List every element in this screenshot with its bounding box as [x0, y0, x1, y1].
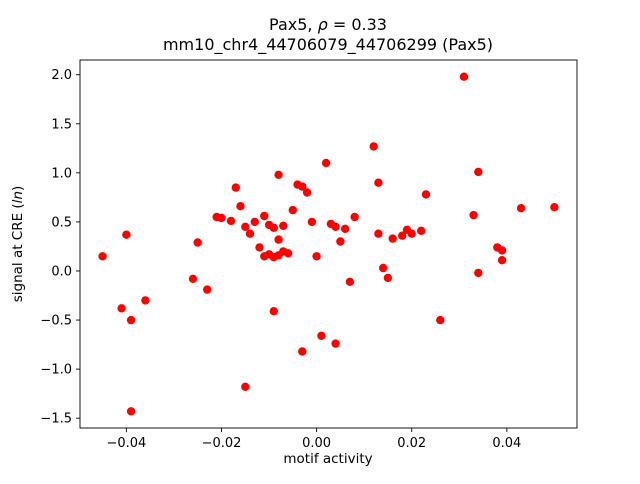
scatter-point — [298, 182, 307, 191]
chart-title: Pax5, ρ = 0.33 — [269, 15, 387, 34]
scatter-point — [331, 222, 340, 231]
scatter-point — [321, 158, 331, 168]
y-tick-label: 2.0 — [51, 68, 72, 83]
scatter-point — [374, 178, 383, 187]
scatter-point — [474, 167, 483, 177]
axis-ticks: −0.04 −0.02 0.00 0.02 0.04 −1.5 −1.0 −0.5 0.0 0.5… — [40, 68, 521, 451]
scatter-point — [421, 190, 431, 199]
x-tick-label: 0.00 — [302, 436, 331, 451]
scatter-point — [383, 273, 393, 283]
scatter-point — [374, 229, 383, 238]
y-axis-label-prefix: signal at CRE ( — [10, 203, 26, 302]
x-tick-label: −0.04 — [106, 436, 146, 451]
scatter-point — [250, 217, 259, 227]
scatter-point — [417, 226, 426, 235]
scatter-point — [436, 315, 445, 325]
y-tick-label: 0.0 — [51, 264, 72, 279]
scatter-point — [459, 72, 469, 81]
scatter-point — [497, 256, 507, 265]
y-tick-label: 0.5 — [51, 215, 72, 230]
scatter-point — [298, 347, 307, 356]
y-axis-label-suffix: ) — [10, 186, 26, 191]
scatter-point — [279, 221, 288, 230]
y-tick-label: 1.0 — [51, 166, 72, 181]
scatter-point — [497, 246, 507, 255]
y-tick-label: −1.5 — [40, 412, 72, 427]
scatter-point — [241, 382, 250, 391]
plot-border — [79, 59, 578, 429]
scatter-point — [469, 210, 478, 220]
scatter-point — [188, 274, 198, 283]
scatter-point — [317, 331, 326, 340]
scatter-point — [269, 307, 278, 316]
scatter-point — [241, 222, 250, 231]
scatter-point — [398, 231, 407, 240]
scatter-point — [122, 230, 131, 239]
y-axis-label-italic: ln — [10, 191, 26, 203]
scatter-point — [331, 339, 340, 348]
scatter-point — [345, 277, 355, 286]
scatter-point — [283, 249, 293, 258]
scatter-point — [126, 407, 136, 416]
scatter-point — [474, 268, 483, 278]
scatter-point — [288, 205, 297, 215]
y-tick-label: 1.5 — [51, 117, 72, 132]
scatter-point — [307, 217, 317, 227]
y-tick-label: −1.0 — [40, 363, 72, 378]
scatter-point — [312, 252, 321, 261]
scatter-point — [340, 224, 350, 233]
x-axis-label: motif activity — [283, 451, 372, 467]
scatter-point — [269, 223, 278, 232]
scatter-point — [274, 170, 283, 179]
x-tick-label: −0.02 — [202, 436, 242, 451]
scatter-point — [407, 229, 416, 238]
scatter-point — [274, 235, 283, 244]
data-points — [98, 72, 559, 416]
scatter-point — [231, 183, 240, 192]
scatter-point — [550, 203, 559, 212]
x-tick-label: 0.04 — [492, 436, 521, 451]
scatter-point — [245, 229, 255, 238]
scatter-point — [226, 216, 236, 226]
scatter-point — [98, 252, 107, 261]
scatter-point — [369, 142, 378, 151]
scatter-point — [193, 238, 202, 247]
scatter-point — [126, 315, 136, 325]
x-tick-label: 0.02 — [397, 436, 426, 451]
chart-title-prefix: Pax5, — [269, 15, 318, 34]
scatter-point — [117, 304, 126, 313]
scatter-point — [260, 211, 269, 221]
scatter-point — [217, 213, 226, 223]
scatter-point — [350, 212, 359, 222]
chart-title-rho: ρ — [318, 15, 328, 34]
scatter-point — [388, 234, 397, 243]
chart-title-suffix: = 0.33 — [328, 15, 387, 34]
y-axis-label: signal at CRE (ln) — [10, 186, 26, 303]
scatter-point — [141, 296, 150, 305]
scatter-point — [516, 204, 526, 213]
scatter-point — [255, 243, 264, 252]
scatter-point — [236, 202, 245, 211]
scatter-point — [336, 237, 345, 246]
y-tick-label: −0.5 — [40, 314, 72, 329]
scatter-point — [379, 263, 388, 273]
scatter-point — [203, 285, 212, 294]
chart-subtitle: mm10_chr4_44706079_44706299 (Pax5) — [163, 35, 493, 55]
scatter-point — [302, 188, 312, 197]
